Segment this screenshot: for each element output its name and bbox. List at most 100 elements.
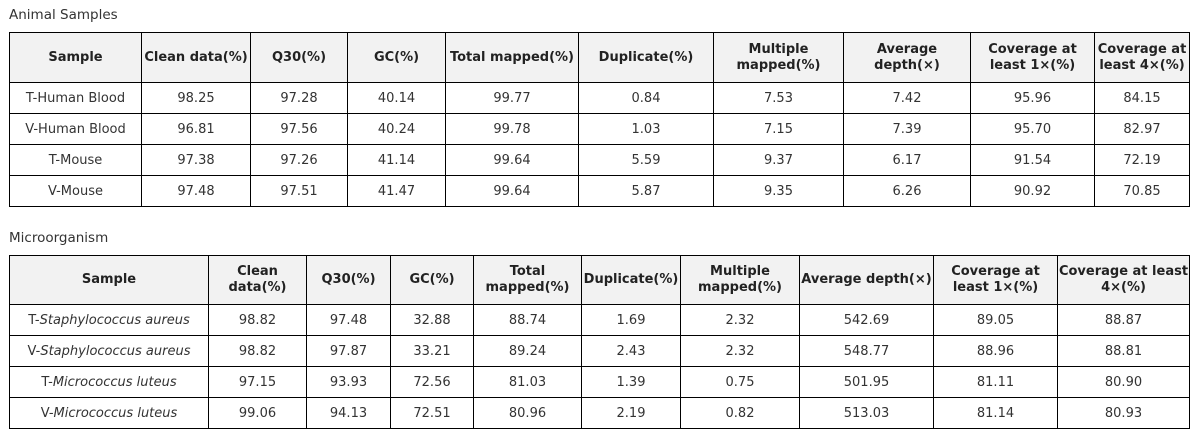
sample-species: Micrococcus luteus xyxy=(52,374,177,390)
column-header: Total mapped(%) xyxy=(473,255,582,305)
value-cell: 7.53 xyxy=(713,82,844,114)
micro-header-row: Sample Clean data(%) Q30(%) GC(%) Total mapp… xyxy=(9,255,1190,305)
value-cell: 88.87 xyxy=(1057,304,1190,336)
value-cell: 41.47 xyxy=(347,175,446,207)
table-row: T-Human Blood 98.25 97.28 40.14 99.77 0.84 7.5… xyxy=(9,82,1190,114)
value-cell: 0.84 xyxy=(578,82,714,114)
value-cell: 81.11 xyxy=(933,366,1058,398)
table-row: V-Micrococcus luteus 99.06 94.13 72.51 80.96… xyxy=(9,397,1190,429)
table-row: T-Staphylococcus aureus 98.82 97.48 32.88 88… xyxy=(9,304,1190,336)
value-cell: 6.26 xyxy=(843,175,971,207)
value-cell: 99.77 xyxy=(445,82,579,114)
sample-cell: T-Mouse xyxy=(9,144,142,176)
value-cell: 80.96 xyxy=(473,397,582,429)
value-cell: 88.74 xyxy=(473,304,582,336)
sample-prefix: T- xyxy=(28,312,40,328)
value-cell: 40.14 xyxy=(347,82,446,114)
value-cell: 97.26 xyxy=(250,144,348,176)
value-cell: 5.87 xyxy=(578,175,714,207)
sample-prefix: V- xyxy=(40,405,54,421)
value-cell: 80.93 xyxy=(1057,397,1190,429)
column-header: Duplicate(%) xyxy=(578,32,714,83)
value-cell: 70.85 xyxy=(1094,175,1190,207)
column-header: Total mapped(%) xyxy=(445,32,579,83)
value-cell: 97.38 xyxy=(141,144,251,176)
value-cell: 33.21 xyxy=(390,335,474,367)
value-cell: 7.39 xyxy=(843,113,971,145)
sample-cell: T-Micrococcus luteus xyxy=(9,366,209,398)
value-cell: 501.95 xyxy=(799,366,934,398)
value-cell: 80.90 xyxy=(1057,366,1190,398)
value-cell: 513.03 xyxy=(799,397,934,429)
sample-prefix: T-Human Blood xyxy=(25,90,126,106)
value-cell: 94.13 xyxy=(306,397,391,429)
column-header: Sample xyxy=(9,32,142,83)
value-cell: 97.56 xyxy=(250,113,348,145)
column-header: Q30(%) xyxy=(250,32,348,83)
column-header: Coverage at least 1×(%) xyxy=(970,32,1095,83)
value-cell: 82.97 xyxy=(1094,113,1190,145)
sample-cell: V-Staphylococcus aureus xyxy=(9,335,209,367)
column-header: Multiple mapped(%) xyxy=(680,255,800,305)
table-row: T-Micrococcus luteus 97.15 93.93 72.56 81.03… xyxy=(9,366,1190,398)
value-cell: 72.56 xyxy=(390,366,474,398)
value-cell: 2.19 xyxy=(581,397,681,429)
value-cell: 96.81 xyxy=(141,113,251,145)
value-cell: 81.03 xyxy=(473,366,582,398)
value-cell: 99.06 xyxy=(208,397,307,429)
value-cell: 7.15 xyxy=(713,113,844,145)
value-cell: 6.17 xyxy=(843,144,971,176)
animal-table-body: T-Human Blood 98.25 97.28 40.14 99.77 0.84 7.5… xyxy=(9,82,1190,207)
sample-species: Staphylococcus aureus xyxy=(39,312,190,328)
value-cell: 97.48 xyxy=(141,175,251,207)
column-header: Coverage at least 4×(%) xyxy=(1094,32,1190,83)
value-cell: 0.82 xyxy=(680,397,800,429)
value-cell: 97.28 xyxy=(250,82,348,114)
table-row: T-Mouse 97.38 97.26 41.14 99.64 5.59 9.37 6.17 9… xyxy=(9,144,1190,176)
value-cell: 7.42 xyxy=(843,82,971,114)
column-header: Clean data(%) xyxy=(141,32,251,83)
value-cell: 89.24 xyxy=(473,335,582,367)
value-cell: 81.14 xyxy=(933,397,1058,429)
sample-prefix: V-Mouse xyxy=(47,183,103,199)
column-header: Coverage at least 1×(%) xyxy=(933,255,1058,305)
value-cell: 88.81 xyxy=(1057,335,1190,367)
micro-section-title: Microorganism xyxy=(9,230,109,246)
value-cell: 40.24 xyxy=(347,113,446,145)
sample-prefix: V- xyxy=(27,343,41,359)
value-cell: 89.05 xyxy=(933,304,1058,336)
value-cell: 90.92 xyxy=(970,175,1095,207)
sample-species: Micrococcus luteus xyxy=(53,405,178,421)
sample-species: Staphylococcus aureus xyxy=(40,343,191,359)
microorganism-table: Sample Clean data(%) Q30(%) GC(%) Total mapp… xyxy=(9,255,1190,429)
value-cell: 98.82 xyxy=(208,304,307,336)
sample-prefix: T- xyxy=(41,374,53,390)
value-cell: 99.78 xyxy=(445,113,579,145)
column-header: Average depth(×) xyxy=(799,255,934,305)
value-cell: 84.15 xyxy=(1094,82,1190,114)
sample-prefix: T-Mouse xyxy=(48,152,103,168)
value-cell: 1.39 xyxy=(581,366,681,398)
value-cell: 97.51 xyxy=(250,175,348,207)
sample-cell: T-Staphylococcus aureus xyxy=(9,304,209,336)
value-cell: 2.32 xyxy=(680,335,800,367)
column-header: Clean data(%) xyxy=(208,255,307,305)
value-cell: 98.82 xyxy=(208,335,307,367)
sample-cell: T-Human Blood xyxy=(9,82,142,114)
column-header: GC(%) xyxy=(390,255,474,305)
value-cell: 99.64 xyxy=(445,175,579,207)
column-header: Multiple mapped(%) xyxy=(713,32,844,83)
column-header: Q30(%) xyxy=(306,255,391,305)
value-cell: 9.35 xyxy=(713,175,844,207)
value-cell: 542.69 xyxy=(799,304,934,336)
sample-cell: V-Mouse xyxy=(9,175,142,207)
value-cell: 98.25 xyxy=(141,82,251,114)
animal-header-row: Sample Clean data(%) Q30(%) GC(%) Total mapp… xyxy=(9,32,1190,83)
sample-cell: V-Micrococcus luteus xyxy=(9,397,209,429)
animal-samples-table: Sample Clean data(%) Q30(%) GC(%) Total mapp… xyxy=(9,32,1190,207)
value-cell: 95.70 xyxy=(970,113,1095,145)
value-cell: 99.64 xyxy=(445,144,579,176)
value-cell: 2.32 xyxy=(680,304,800,336)
value-cell: 91.54 xyxy=(970,144,1095,176)
value-cell: 1.69 xyxy=(581,304,681,336)
